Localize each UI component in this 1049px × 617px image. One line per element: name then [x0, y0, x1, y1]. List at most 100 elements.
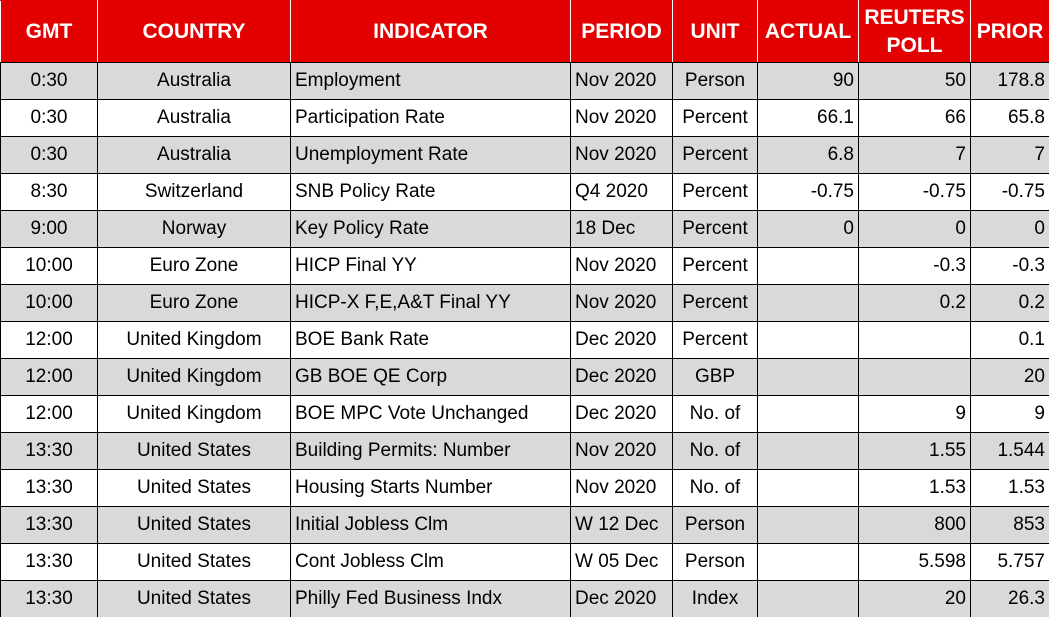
cell-actual: 6.8: [757, 136, 859, 174]
table-row: 0:30 Australia Employment Nov 2020 Person 90 5…: [0, 62, 1049, 100]
column-header: COUNTRY: [97, 0, 291, 63]
cell-indicator: Philly Fed Business Indx: [290, 580, 571, 617]
cell-unit: Percent: [672, 284, 758, 322]
cell-period: Q4 2020: [570, 173, 673, 211]
column-header: PERIOD: [570, 0, 673, 63]
cell-indicator: Participation Rate: [290, 99, 571, 137]
cell-period: Nov 2020: [570, 62, 673, 100]
cell-gmt: 10:00: [0, 284, 98, 322]
cell-gmt: 9:00: [0, 210, 98, 248]
table-row: 12:00 United Kingdom GB BOE QE Corp Dec 202…: [0, 358, 1049, 396]
cell-actual: [757, 321, 859, 359]
cell-period: Nov 2020: [570, 136, 673, 174]
cell-poll: 1.53: [858, 469, 971, 507]
cell-period: Dec 2020: [570, 321, 673, 359]
cell-actual: [757, 432, 859, 470]
cell-indicator: Employment: [290, 62, 571, 100]
cell-country: Switzerland: [97, 173, 291, 211]
table-row: 8:30 Switzerland SNB Policy Rate Q4 2020 Per…: [0, 173, 1049, 211]
table-row: 13:30 United States Housing Starts Number N…: [0, 469, 1049, 507]
cell-period: Nov 2020: [570, 284, 673, 322]
cell-poll: 66: [858, 99, 971, 137]
cell-period: Dec 2020: [570, 580, 673, 617]
table-row: 10:00 Euro Zone HICP-X F,E,A&T Final YY Nov…: [0, 284, 1049, 322]
cell-gmt: 13:30: [0, 506, 98, 544]
cell-poll: [858, 321, 971, 359]
cell-country: Euro Zone: [97, 247, 291, 285]
cell-unit: Person: [672, 506, 758, 544]
cell-unit: Percent: [672, 247, 758, 285]
cell-actual: [757, 469, 859, 507]
cell-indicator: BOE MPC Vote Unchanged: [290, 395, 571, 433]
cell-actual: [757, 395, 859, 433]
cell-poll: 20: [858, 580, 971, 617]
cell-gmt: 12:00: [0, 358, 98, 396]
cell-prior: -0.3: [970, 247, 1049, 285]
cell-indicator: GB BOE QE Corp: [290, 358, 571, 396]
cell-poll: 1.55: [858, 432, 971, 470]
cell-actual: [757, 358, 859, 396]
cell-country: United States: [97, 543, 291, 581]
cell-prior: 1.53: [970, 469, 1049, 507]
cell-poll: 800: [858, 506, 971, 544]
cell-period: Nov 2020: [570, 99, 673, 137]
cell-unit: Person: [672, 543, 758, 581]
cell-poll: 0: [858, 210, 971, 248]
cell-country: Euro Zone: [97, 284, 291, 322]
cell-period: Dec 2020: [570, 395, 673, 433]
cell-gmt: 12:00: [0, 395, 98, 433]
cell-period: Nov 2020: [570, 469, 673, 507]
cell-gmt: 10:00: [0, 247, 98, 285]
cell-gmt: 0:30: [0, 62, 98, 100]
cell-poll: -0.75: [858, 173, 971, 211]
cell-actual: [757, 580, 859, 617]
cell-unit: No. of: [672, 395, 758, 433]
cell-actual: [757, 506, 859, 544]
cell-unit: Percent: [672, 136, 758, 174]
cell-actual: [757, 543, 859, 581]
cell-indicator: HICP-X F,E,A&T Final YY: [290, 284, 571, 322]
cell-indicator: Initial Jobless Clm: [290, 506, 571, 544]
table-row: 13:30 United States Philly Fed Business In…: [0, 580, 1049, 617]
cell-prior: 20: [970, 358, 1049, 396]
table-row: 9:00 Norway Key Policy Rate 18 Dec Percent 0 0…: [0, 210, 1049, 248]
cell-indicator: Building Permits: Number: [290, 432, 571, 470]
cell-prior: 0: [970, 210, 1049, 248]
cell-prior: 65.8: [970, 99, 1049, 137]
cell-actual: 0: [757, 210, 859, 248]
header-row: GMT COUNTRY INDICATOR PERIOD UNIT ACTUAL REUTE…: [0, 0, 1049, 63]
cell-unit: Percent: [672, 173, 758, 211]
cell-poll: 7: [858, 136, 971, 174]
table-row: 13:30 United States Cont Jobless Clm W 05 D…: [0, 543, 1049, 581]
table-row: 13:30 United States Building Permits: Numb…: [0, 432, 1049, 470]
cell-indicator: HICP Final YY: [290, 247, 571, 285]
cell-poll: -0.3: [858, 247, 971, 285]
cell-prior: 9: [970, 395, 1049, 433]
cell-unit: GBP: [672, 358, 758, 396]
cell-country: Australia: [97, 62, 291, 100]
cell-period: W 12 Dec: [570, 506, 673, 544]
cell-period: Dec 2020: [570, 358, 673, 396]
column-header: INDICATOR: [290, 0, 571, 63]
cell-actual: [757, 247, 859, 285]
cell-indicator: Housing Starts Number: [290, 469, 571, 507]
cell-country: Australia: [97, 136, 291, 174]
cell-poll: 5.598: [858, 543, 971, 581]
cell-country: United States: [97, 506, 291, 544]
table-row: 10:00 Euro Zone HICP Final YY Nov 2020 Perce…: [0, 247, 1049, 285]
cell-actual: 90: [757, 62, 859, 100]
column-header: PRIOR: [970, 0, 1049, 63]
cell-country: United States: [97, 469, 291, 507]
cell-actual: 66.1: [757, 99, 859, 137]
cell-prior: 5.757: [970, 543, 1049, 581]
cell-prior: -0.75: [970, 173, 1049, 211]
cell-poll: 0.2: [858, 284, 971, 322]
column-header: REUTERS POLL: [858, 0, 971, 63]
cell-unit: Percent: [672, 321, 758, 359]
cell-country: United Kingdom: [97, 395, 291, 433]
table-row: 0:30 Australia Participation Rate Nov 2020 P…: [0, 99, 1049, 137]
cell-gmt: 8:30: [0, 173, 98, 211]
table-row: 12:00 United Kingdom BOE Bank Rate Dec 2020…: [0, 321, 1049, 359]
cell-indicator: Unemployment Rate: [290, 136, 571, 174]
